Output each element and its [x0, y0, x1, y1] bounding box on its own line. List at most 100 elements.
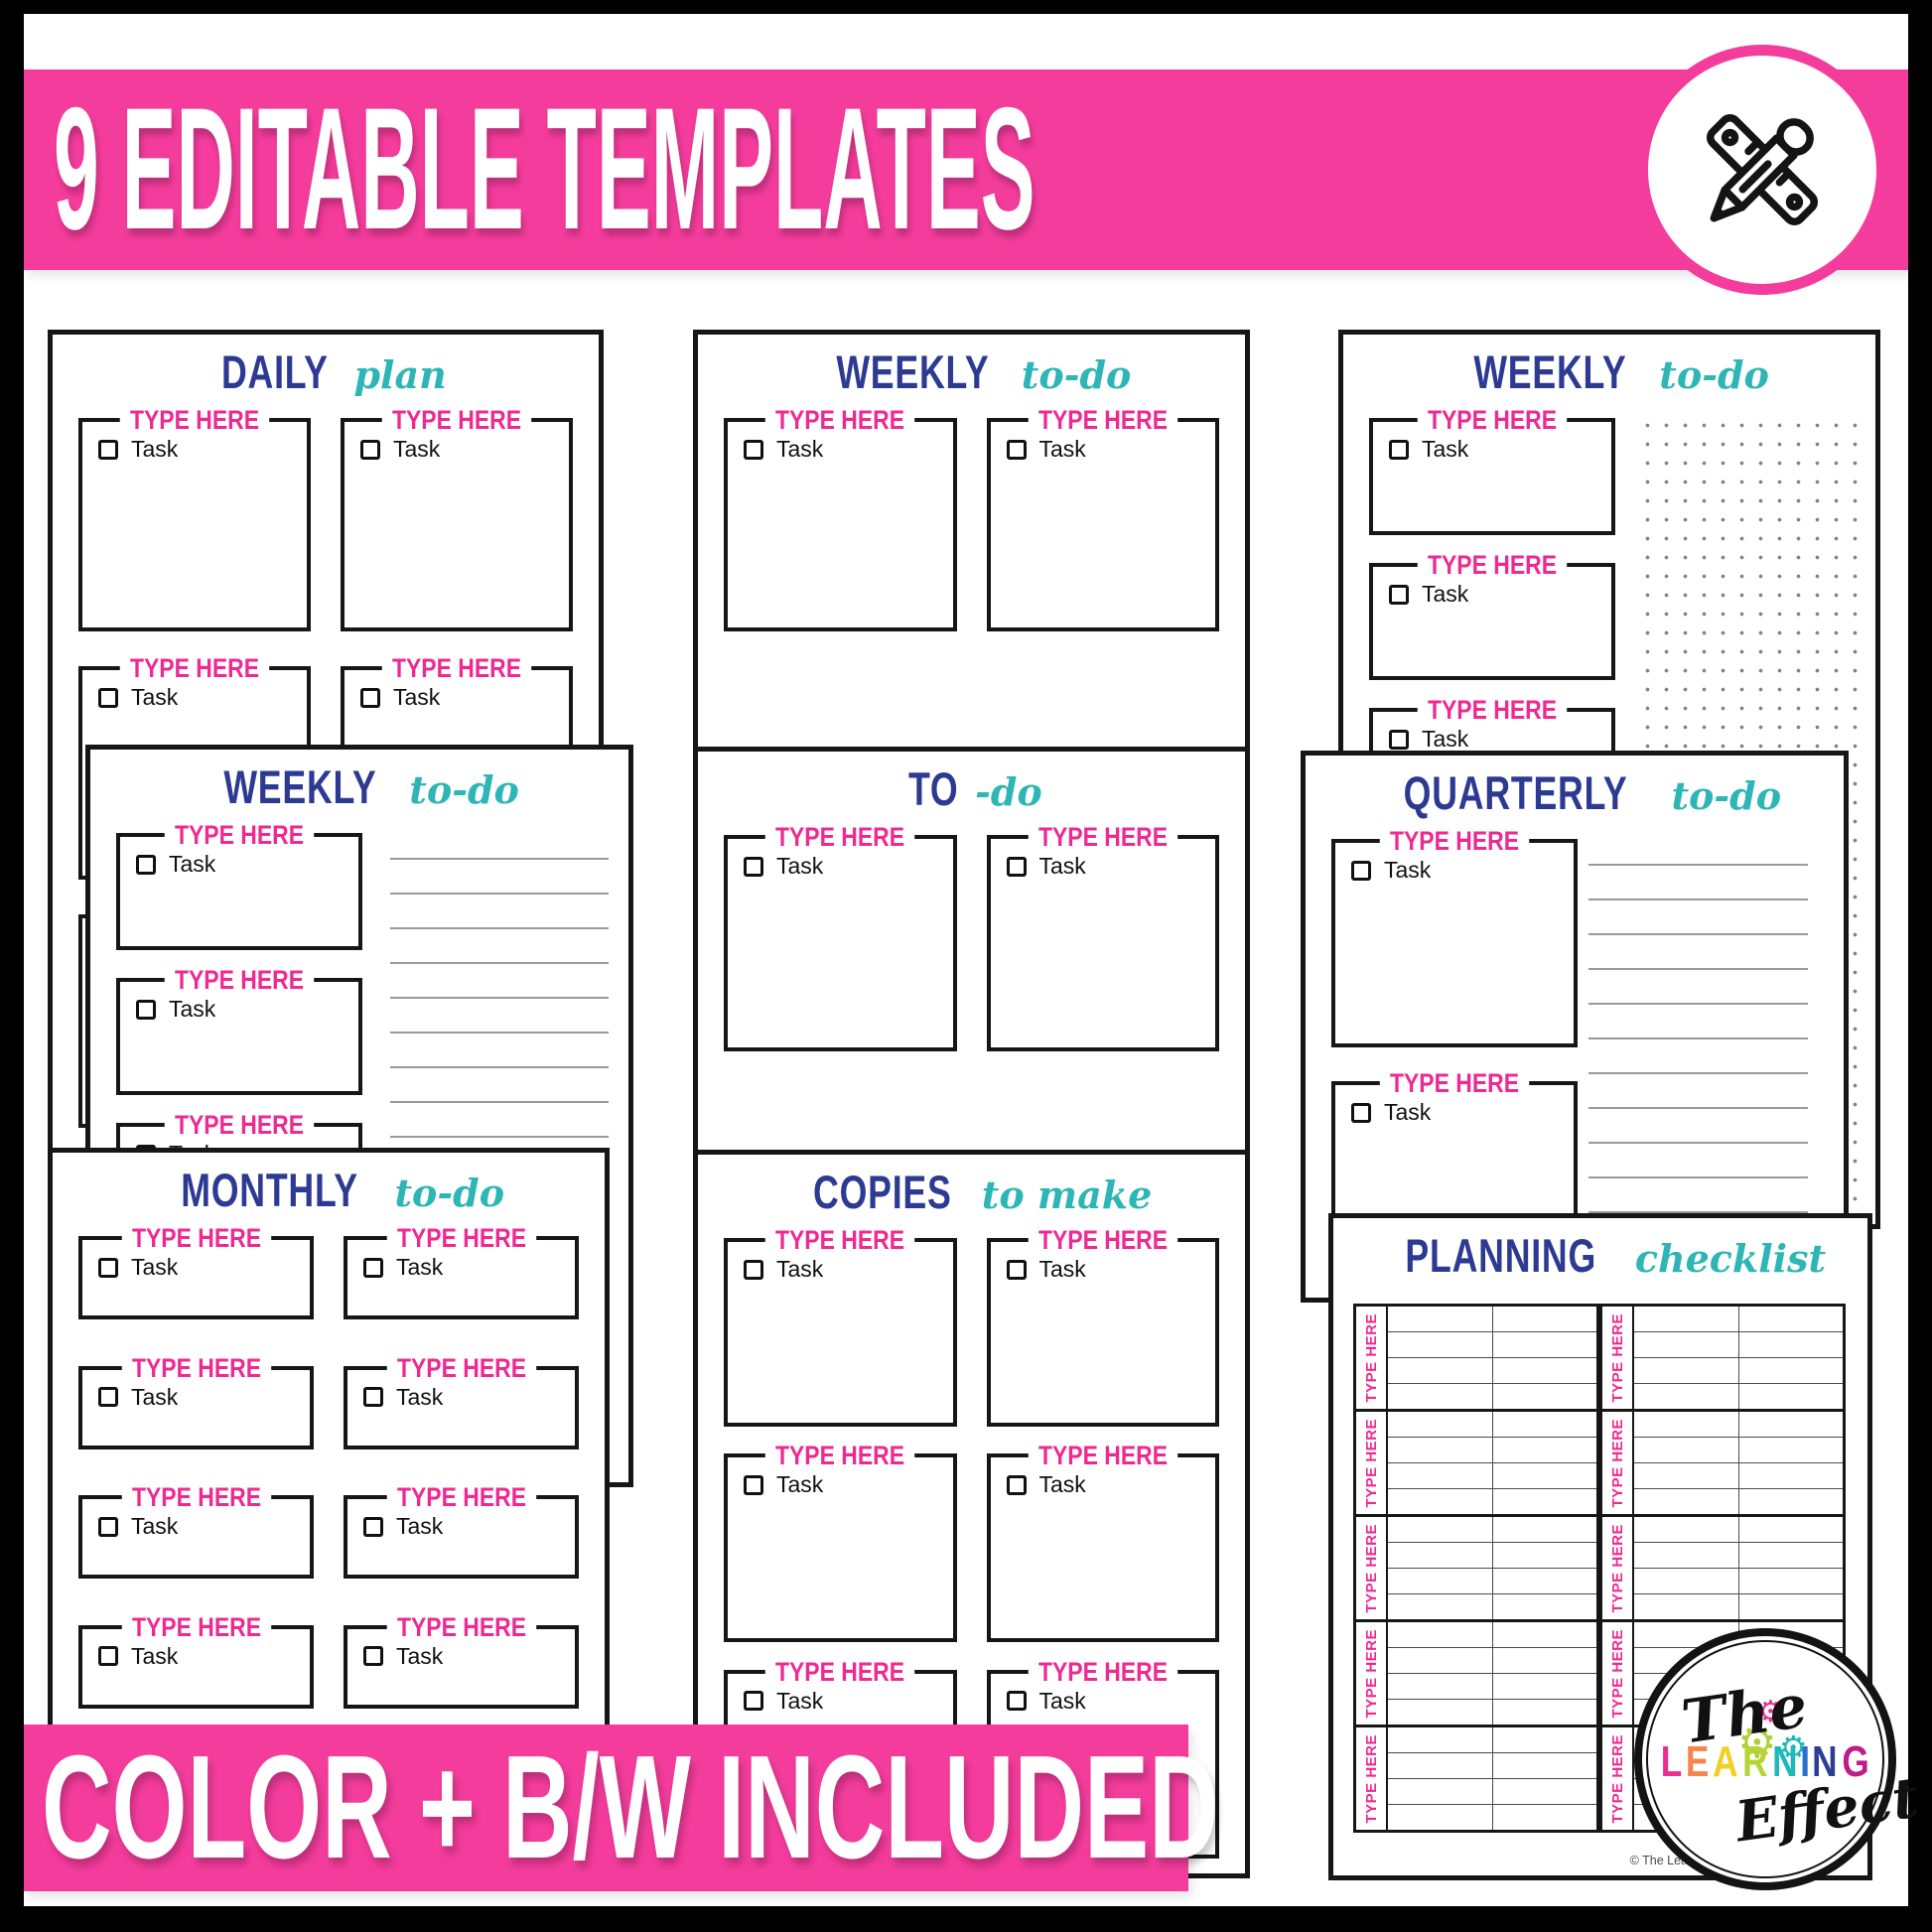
checklist-cell	[1388, 1805, 1492, 1830]
type-here-label: TYPE HERE	[164, 820, 315, 850]
checklist-row	[1388, 1593, 1596, 1619]
task-row: Task	[363, 1384, 575, 1411]
type-here-label: TYPE HERE	[381, 653, 532, 683]
task-box-column: TYPE HERE Task TYPE HERE Task	[1331, 826, 1578, 1298]
checklist-cell	[1388, 1700, 1492, 1725]
type-here-label: TYPE HERE	[1028, 1441, 1177, 1471]
task-row: Task	[1006, 853, 1216, 880]
ruled-lines-area	[1588, 831, 1808, 1280]
checklist-row	[1388, 1647, 1596, 1673]
checklist-row	[1388, 1727, 1596, 1752]
checkbox-icon	[98, 1257, 118, 1278]
checklist-cell	[1737, 1594, 1844, 1619]
type-here-label-text: TYPE HERE	[1608, 1312, 1626, 1403]
checkbox-icon	[1006, 1691, 1027, 1712]
logo-letter: G	[1842, 1737, 1869, 1786]
checklist-cell	[1388, 1622, 1492, 1647]
checklist-cell	[1737, 1489, 1844, 1514]
checklist-cell	[1388, 1489, 1492, 1514]
checkbox-icon	[136, 999, 156, 1020]
type-here-label-text: TYPE HERE	[1608, 1523, 1626, 1613]
type-here-label: TYPE HERE	[121, 1611, 271, 1642]
checklist-row	[1634, 1568, 1843, 1593]
type-here-label-rotated: TYPE HERE	[1356, 1727, 1388, 1830]
task-label: Task	[1384, 857, 1432, 883]
logo-letter: N	[1772, 1737, 1798, 1786]
page-title-main: PLANNING	[1405, 1229, 1596, 1282]
type-here-label: TYPE HERE	[1417, 405, 1568, 435]
checklist-cell	[1491, 1463, 1597, 1488]
checklist-row	[1634, 1542, 1843, 1568]
task-label: Task	[1038, 1687, 1086, 1714]
checkbox-icon	[98, 1516, 118, 1537]
type-here-label: TYPE HERE	[765, 1656, 915, 1687]
task-row: Task	[363, 1513, 575, 1540]
type-here-label-text: TYPE HERE	[1608, 1418, 1626, 1508]
checkbox-icon	[363, 1387, 383, 1408]
type-here-label-rotated: TYPE HERE	[1356, 1622, 1388, 1725]
checkbox-icon	[1389, 584, 1409, 605]
checklist-cell	[1491, 1412, 1597, 1437]
type-here-label: TYPE HERE	[765, 1441, 915, 1471]
page-title: WEEKLY to-do	[698, 345, 1245, 400]
checklist-cell	[1491, 1674, 1597, 1699]
checkbox-icon	[98, 1646, 118, 1667]
checklist-cell	[1388, 1438, 1492, 1462]
page-title-script: to-do	[409, 767, 519, 812]
checklist-cell	[1388, 1307, 1492, 1331]
type-here-label: TYPE HERE	[765, 405, 915, 435]
task-row: Task	[1006, 1687, 1216, 1715]
checklist-cell	[1388, 1674, 1492, 1699]
page-title: TO -do	[698, 761, 1245, 817]
checklist-section: TYPE HERE	[1599, 1409, 1846, 1517]
page-title-script: -do	[975, 769, 1042, 814]
checklist-row	[1388, 1568, 1596, 1593]
checklist-cell	[1388, 1517, 1492, 1542]
task-row: Task	[98, 436, 307, 463]
task-label: Task	[776, 1687, 824, 1714]
checklist-cell	[1737, 1412, 1844, 1437]
page-title-script: to-do	[394, 1171, 505, 1215]
checklist-section: TYPE HERE	[1353, 1409, 1599, 1517]
type-here-label: TYPE HERE	[164, 1110, 315, 1140]
checklist-row	[1388, 1778, 1596, 1804]
checkbox-icon	[1006, 856, 1027, 877]
task-label: Task	[1422, 436, 1469, 462]
task-row: Task	[744, 1471, 953, 1498]
task-label: Task	[1038, 853, 1086, 879]
type-here-label: TYPE HERE	[1379, 1068, 1530, 1098]
task-label: Task	[776, 1471, 824, 1498]
page-title: PLANNING checklist	[1333, 1228, 1867, 1284]
checklist-row	[1634, 1488, 1843, 1514]
task-label: Task	[1038, 1471, 1086, 1498]
checkbox-icon	[1006, 439, 1027, 460]
checklist-cell	[1634, 1438, 1738, 1462]
task-row: Task	[1389, 436, 1611, 463]
task-row: Task	[360, 684, 569, 711]
checkbox-icon	[98, 439, 118, 460]
type-here-label-rotated: TYPE HERE	[1602, 1622, 1634, 1725]
checklist-cell	[1634, 1594, 1738, 1619]
checklist-rows	[1388, 1412, 1596, 1514]
checkbox-icon	[744, 439, 763, 460]
checklist-cell	[1634, 1307, 1738, 1331]
type-here-label: TYPE HERE	[386, 1482, 536, 1513]
page-title-script: to make	[981, 1173, 1153, 1217]
page-title: WEEKLY to-do	[1343, 345, 1875, 400]
checklist-cell	[1491, 1517, 1597, 1542]
checklist-cell	[1737, 1384, 1844, 1409]
checklist-cell	[1388, 1594, 1492, 1619]
task-row: Task	[744, 853, 953, 880]
page-title-script: to-do	[1021, 352, 1132, 397]
checklist-row	[1634, 1437, 1843, 1462]
task-label: Task	[1038, 436, 1086, 462]
